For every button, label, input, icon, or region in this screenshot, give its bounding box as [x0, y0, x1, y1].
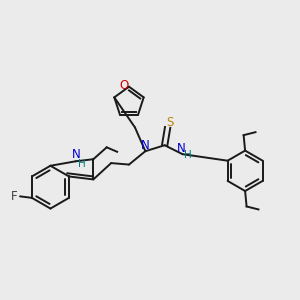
- Text: O: O: [119, 79, 128, 92]
- Text: N: N: [72, 148, 81, 161]
- Text: H: H: [78, 159, 86, 169]
- Text: F: F: [11, 190, 17, 203]
- Text: N: N: [141, 139, 150, 152]
- Text: N: N: [177, 142, 185, 155]
- Text: H: H: [184, 150, 192, 160]
- Text: S: S: [166, 116, 174, 129]
